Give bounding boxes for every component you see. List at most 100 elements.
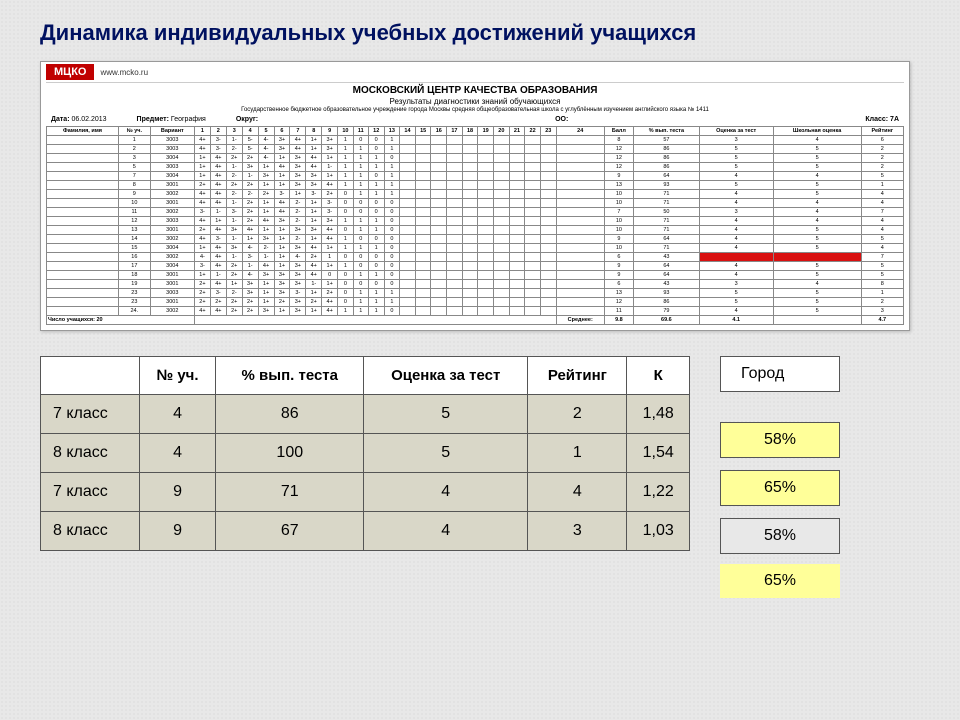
cell: 1 <box>368 271 384 280</box>
cell: 2- <box>290 208 306 217</box>
cell: 0 <box>384 199 400 208</box>
cell: 1 <box>353 190 368 199</box>
cell: 3+ <box>322 145 338 154</box>
cell <box>431 199 447 208</box>
cell: 9 <box>604 262 633 271</box>
cell <box>47 145 119 154</box>
cell <box>525 136 541 145</box>
city-percent: 58% <box>720 518 840 554</box>
report-col-24: 22 <box>525 127 541 136</box>
report-col-17: 15 <box>415 127 431 136</box>
cell <box>415 307 431 316</box>
cell: 1+ <box>274 253 290 262</box>
cell <box>525 145 541 154</box>
cell <box>525 307 541 316</box>
cell <box>494 217 510 226</box>
cell <box>478 217 494 226</box>
cell: 64 <box>633 235 699 244</box>
cell: 0 <box>353 208 368 217</box>
cell <box>525 226 541 235</box>
cell <box>431 136 447 145</box>
cell: 3+ <box>290 271 306 280</box>
cell <box>525 298 541 307</box>
cell: 3+ <box>242 289 258 298</box>
cell: 2- <box>226 190 242 199</box>
report-meta-row: Дата: 06.02.2013 Предмет: География Окру… <box>46 116 904 123</box>
cell: 2- <box>290 199 306 208</box>
report-document: МЦКО www.mcko.ru МОСКОВСКИЙ ЦЕНТР КАЧЕСТ… <box>40 61 910 331</box>
cell: 0 <box>368 199 384 208</box>
cell: 3001 <box>150 298 194 307</box>
cell <box>415 199 431 208</box>
cell: 5 <box>773 181 861 190</box>
cell: 1+ <box>258 199 274 208</box>
cell: 0 <box>384 235 400 244</box>
cell <box>431 181 447 190</box>
cell: 4+ <box>306 262 322 271</box>
cell: 4- <box>290 253 306 262</box>
city-column: Город 58%65%58%65% <box>720 356 840 610</box>
cell <box>462 190 478 199</box>
cell: 9 <box>119 190 151 199</box>
summary-row: 7 класс486521,48 <box>41 395 690 434</box>
cell: 1 <box>368 217 384 226</box>
cell: 2+ <box>322 289 338 298</box>
report-col-9: 7 <box>290 127 306 136</box>
cell <box>556 262 604 271</box>
summary-cell: 9 <box>139 473 216 512</box>
cell <box>47 208 119 217</box>
cell: 1- <box>226 235 242 244</box>
cell <box>540 235 556 244</box>
cell <box>509 208 525 217</box>
cell: 3002 <box>150 190 194 199</box>
cell <box>47 307 119 316</box>
table-row: 24.30024+4+2+2+3+1+3+1+4+11101179453 <box>47 307 904 316</box>
cell: 3- <box>322 199 338 208</box>
cell: 1- <box>210 271 226 280</box>
table-row: 830012+4+2+2+1+1+3+3+4+11111393551 <box>47 181 904 190</box>
cell: 16 <box>119 253 151 262</box>
table-row: 1730043-4+2+1-4+1+3+4+1+1000964455 <box>47 262 904 271</box>
summary-cell: 4 <box>139 434 216 473</box>
cell <box>47 298 119 307</box>
cell: 1+ <box>306 145 322 154</box>
cell: 1 <box>353 163 368 172</box>
cell: 1+ <box>226 280 242 289</box>
cell <box>400 190 416 199</box>
cell <box>447 172 463 181</box>
cell <box>47 280 119 289</box>
cell: 5 <box>861 262 903 271</box>
cell <box>400 244 416 253</box>
cell: 1+ <box>194 163 210 172</box>
cell: 3+ <box>306 172 322 181</box>
cell: 3+ <box>274 136 290 145</box>
cell: 13 <box>119 226 151 235</box>
cell <box>540 280 556 289</box>
cell: 3- <box>242 253 258 262</box>
cell: 3004 <box>150 244 194 253</box>
cell <box>540 226 556 235</box>
cell: 86 <box>633 154 699 163</box>
cell <box>400 217 416 226</box>
report-col-30: Школьная оценка <box>773 127 861 136</box>
meta-subject: Предмет: География <box>137 116 206 123</box>
cell <box>525 217 541 226</box>
cell <box>509 289 525 298</box>
cell: 5 <box>861 235 903 244</box>
summary-col-empty <box>41 357 140 395</box>
cell <box>556 172 604 181</box>
cell: 0 <box>353 262 368 271</box>
cell: 4+ <box>210 199 226 208</box>
cell: 4 <box>773 217 861 226</box>
cell <box>447 253 463 262</box>
report-col-10: 8 <box>306 127 322 136</box>
cell: 2+ <box>274 298 290 307</box>
summary-cell: 8 класс <box>41 512 140 551</box>
cell: 2- <box>290 217 306 226</box>
cell: 24. <box>119 307 151 316</box>
cell: 4+ <box>322 226 338 235</box>
cell <box>494 253 510 262</box>
table-row: 2330032+3-2-3+1+3+3-1+2+01111393551 <box>47 289 904 298</box>
cell <box>431 172 447 181</box>
cell: 4+ <box>322 181 338 190</box>
